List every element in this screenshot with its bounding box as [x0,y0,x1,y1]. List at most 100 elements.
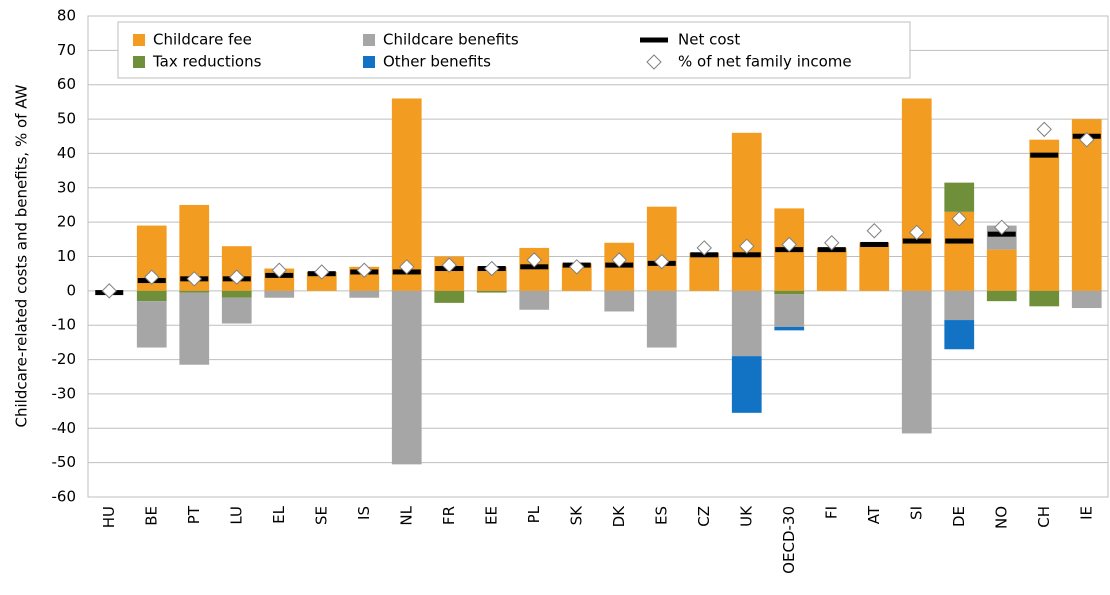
bar [1071,119,1102,291]
y-tick-label: -40 [52,419,77,437]
y-tick-label: 50 [57,110,76,128]
x-tick-label: FR [440,506,458,525]
income-share-marker [1036,121,1052,138]
income-share-marker [229,269,245,285]
bar [221,290,252,298]
bar [136,290,167,302]
bar [731,290,762,357]
y-tick-label: 0 [66,281,76,299]
income-share-marker [271,262,287,278]
y-tick-label: -20 [52,350,77,368]
x-tick-label: OECD-30 [780,506,798,574]
bar [944,290,975,321]
bar [944,182,975,212]
income-share-marker [654,253,670,270]
bar [816,247,847,291]
legend-label: % of net family income [678,53,852,71]
x-tick-label: EE [482,506,500,525]
bar [179,292,210,365]
income-share-marker [739,238,755,254]
bar [986,290,1017,302]
x-tick-label: BE [142,506,160,526]
bar [306,271,337,291]
bar [136,301,167,348]
legend-label: Childcare fee [153,31,252,49]
legend-swatch [363,56,375,68]
legend-label: Tax reductions [152,53,262,71]
legend-box [117,21,911,79]
bar [221,297,252,324]
x-tick-label: IS [355,506,373,520]
bar [689,253,720,291]
y-axis-title: Childcare-related costs and benefits, % … [13,84,31,427]
x-tick-label: SI [907,506,925,520]
bar [731,356,762,413]
net-cost-marker [1030,152,1059,158]
x-tick-label: AT [865,505,883,524]
bar [901,290,932,434]
income-share-marker [314,264,330,280]
y-tick-label: -60 [52,488,77,506]
income-share-marker [866,223,882,239]
bar [1029,290,1060,307]
bar [774,326,805,331]
bar [646,206,677,291]
income-share-marker [1079,131,1095,148]
legend-swatch [133,56,145,68]
x-tick-label: LU [227,506,245,525]
income-share-marker [484,260,500,277]
bar [944,320,975,350]
y-tick-label: 80 [57,7,76,25]
x-tick-label: EL [270,505,288,523]
income-share-marker [399,259,415,275]
x-tick-label: HU [100,506,118,528]
bar [774,294,805,327]
x-tick-label: CH [1035,506,1053,528]
plot-border [87,15,1109,498]
income-share-marker [951,210,967,227]
x-tick-label: IE [1077,506,1095,520]
bar [476,290,507,293]
legend-label: Other benefits [383,53,491,71]
legend-label: Childcare benefits [383,31,519,49]
bar [1029,139,1060,291]
bar [349,290,380,298]
income-share-marker [101,283,117,299]
bar [391,290,422,465]
y-tick-label: 10 [57,247,76,265]
legend-swatch [133,34,145,46]
net-cost-marker [945,238,974,244]
x-tick-label: DK [610,505,628,528]
legend-swatch [646,54,662,70]
x-tick-label: NL [397,505,415,525]
x-tick-label: NO [992,506,1010,529]
legend-swatch [363,34,375,46]
y-tick-label: 20 [57,213,76,231]
income-share-marker [186,271,202,287]
y-tick-label: -30 [52,384,77,402]
x-tick-label: PL [525,505,543,523]
x-tick-label: DE [950,506,968,527]
y-tick-label: 40 [57,144,76,162]
income-share-marker [781,236,797,253]
x-tick-label: ES [652,506,670,525]
income-share-marker [441,257,457,273]
income-share-marker [356,262,372,278]
x-tick-label: SK [567,505,585,526]
income-share-marker [611,252,627,268]
x-tick-label: CZ [695,506,713,527]
income-share-marker [144,269,160,285]
y-tick-label: 70 [57,41,76,59]
net-cost-marker [902,238,931,244]
bar [1071,290,1102,309]
legend-swatch [640,37,668,43]
y-tick-label: 60 [57,75,76,93]
y-tick-label: -10 [52,316,77,334]
net-cost-marker [860,241,889,247]
income-share-marker [994,219,1010,236]
bar [901,98,932,291]
y-tick-label: -50 [52,453,77,471]
y-tick-label: 30 [57,178,76,196]
bar [986,249,1017,291]
